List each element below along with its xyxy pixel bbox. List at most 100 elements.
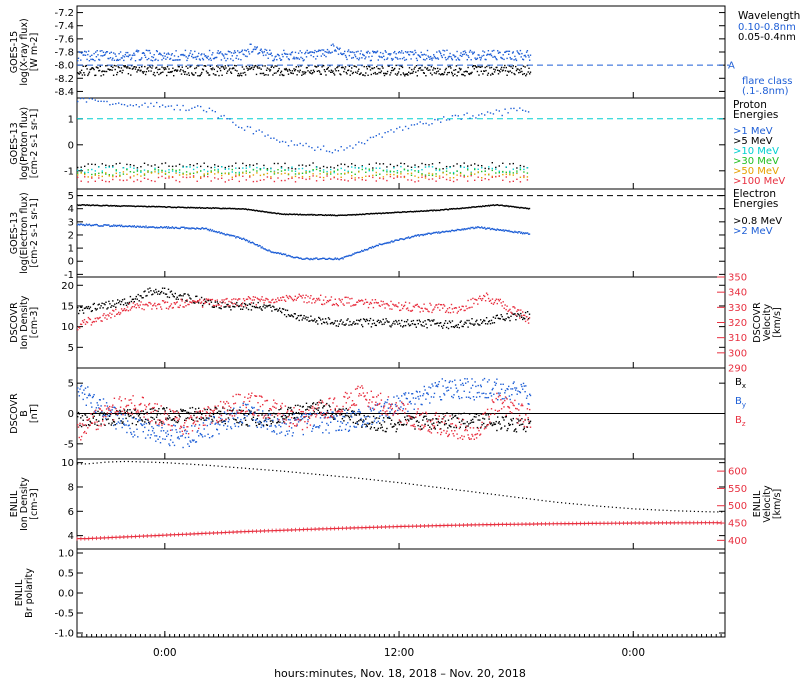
series-0.10-0.8nm <box>167 52 169 54</box>
series-velocity <box>364 298 367 301</box>
series-proton-4 <box>284 172 286 174</box>
series-0.05-0.4nm <box>276 65 278 67</box>
series-density <box>125 304 128 306</box>
series-electron-2mev <box>229 235 231 237</box>
series-density <box>402 326 404 328</box>
series-density <box>274 308 276 311</box>
series-bx <box>287 408 289 411</box>
series-0.05-0.4nm <box>304 73 306 75</box>
series-proton-5 <box>488 178 490 181</box>
series-velocity <box>139 304 141 306</box>
series-0.10-0.8nm <box>372 51 375 54</box>
series-density <box>464 321 466 323</box>
series-by <box>304 416 306 418</box>
series-bx <box>461 418 464 421</box>
series-0.05-0.4nm <box>447 66 450 68</box>
series-velocity <box>425 308 427 310</box>
series-density <box>521 316 523 318</box>
series-electron-2mev <box>517 232 519 234</box>
series-velocity <box>131 306 134 308</box>
series-0.05-0.4nm <box>162 67 165 69</box>
series-velocity <box>409 310 412 312</box>
series-proton-3 <box>185 171 188 173</box>
series-density <box>179 294 181 296</box>
series-by <box>213 416 215 418</box>
series-electron-08mev <box>139 205 141 207</box>
series-0.10-0.8nm <box>413 53 415 55</box>
series-proton-3 <box>445 170 448 172</box>
series-proton-4 <box>340 176 342 178</box>
series-bx <box>276 422 278 424</box>
series-density <box>197 301 199 303</box>
series-electron-08mev <box>355 214 357 216</box>
series-by <box>380 405 383 408</box>
series-proton-1 <box>171 165 174 168</box>
series-proton-5 <box>456 179 458 181</box>
series-proton-3 <box>266 168 269 171</box>
series-0.10-0.8nm <box>215 56 217 59</box>
series-proton-5 <box>80 180 82 182</box>
series-electron-08mev <box>198 207 200 209</box>
series-electron-08mev <box>420 210 422 212</box>
series-electron-08mev <box>269 212 271 214</box>
series-0.10-0.8nm <box>434 57 436 59</box>
series-density <box>103 303 105 305</box>
series-bx <box>418 421 420 423</box>
series-0.10-0.8nm <box>498 51 500 53</box>
series-bx <box>379 427 382 429</box>
series-0.05-0.4nm <box>316 70 319 72</box>
series-electron-08mev <box>251 209 254 211</box>
series-proton-1mev <box>358 141 360 143</box>
series-0.05-0.4nm <box>202 69 205 71</box>
series-density <box>343 324 345 326</box>
series-bx <box>447 419 450 421</box>
series-0.10-0.8nm <box>267 57 269 59</box>
series-0.10-0.8nm <box>315 51 318 53</box>
series-velocity <box>512 306 514 308</box>
series-bx <box>357 423 359 426</box>
series-0.05-0.4nm <box>353 65 355 67</box>
series-electron-08mev <box>333 214 336 216</box>
series-by <box>137 419 140 421</box>
series-0.10-0.8nm <box>173 59 175 61</box>
series-density <box>462 325 464 328</box>
series-density <box>408 325 411 327</box>
series-0.05-0.4nm <box>83 72 85 74</box>
series-by <box>246 415 248 417</box>
series-electron-2mev <box>381 243 383 246</box>
series-bx <box>344 414 347 416</box>
series-electron-2mev <box>124 225 127 227</box>
series-bx <box>504 425 506 427</box>
series-electron-08mev <box>426 209 428 212</box>
series-bx <box>262 424 265 426</box>
series-electron-08mev <box>79 204 81 206</box>
series-density <box>151 294 153 296</box>
series-velocity <box>399 309 401 312</box>
series-0.05-0.4nm <box>389 74 391 76</box>
series-0.10-0.8nm <box>393 52 395 54</box>
series-bx <box>283 418 286 420</box>
series-electron-08mev <box>217 207 219 209</box>
series-0.05-0.4nm <box>194 67 196 70</box>
series-bx <box>433 422 435 424</box>
series-density <box>426 327 428 329</box>
series-proton-3 <box>157 169 160 171</box>
series-electron-08mev <box>165 206 168 209</box>
series-density <box>353 321 355 323</box>
series-proton-5 <box>512 180 514 182</box>
series-velocity <box>339 299 341 301</box>
series-density <box>152 293 154 295</box>
series-0.05-0.4nm <box>486 65 488 68</box>
series-bx <box>411 418 413 420</box>
series-0.05-0.4nm <box>446 73 448 76</box>
series-by <box>346 412 348 414</box>
series-bx <box>322 407 324 409</box>
series-0.05-0.4nm <box>109 69 111 71</box>
series-0.10-0.8nm <box>492 56 494 58</box>
series-density <box>214 301 216 303</box>
series-velocity <box>461 305 463 307</box>
series-by <box>340 429 343 431</box>
series-by <box>244 414 246 416</box>
series-0.10-0.8nm <box>358 59 360 61</box>
series-0.05-0.4nm <box>90 68 92 70</box>
